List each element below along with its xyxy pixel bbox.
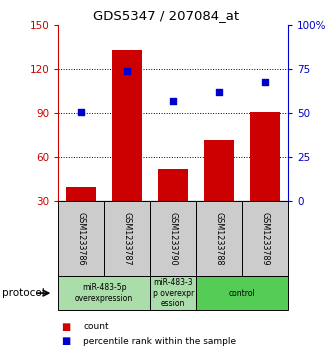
Point xyxy=(170,98,176,104)
Bar xyxy=(250,112,280,245)
Point xyxy=(79,109,84,115)
Point xyxy=(262,79,268,85)
Bar xyxy=(112,50,142,245)
Text: miR-483-5p
overexpression: miR-483-5p overexpression xyxy=(75,284,133,303)
Text: miR-483-3
p overexpr
ession: miR-483-3 p overexpr ession xyxy=(153,278,194,308)
Text: ■: ■ xyxy=(62,336,71,346)
Text: protocol: protocol xyxy=(2,288,44,298)
Text: control: control xyxy=(229,289,255,298)
Text: GSM1233789: GSM1233789 xyxy=(260,212,270,265)
Text: GSM1233788: GSM1233788 xyxy=(214,212,224,265)
Text: count: count xyxy=(83,322,109,331)
Text: ■: ■ xyxy=(62,322,71,332)
Text: percentile rank within the sample: percentile rank within the sample xyxy=(83,337,236,346)
Bar xyxy=(158,169,188,245)
Bar xyxy=(204,140,234,245)
Point xyxy=(216,89,222,95)
Bar xyxy=(66,187,96,245)
Text: GDS5347 / 207084_at: GDS5347 / 207084_at xyxy=(94,9,239,22)
Text: GSM1233787: GSM1233787 xyxy=(123,212,132,265)
Text: GSM1233786: GSM1233786 xyxy=(77,212,86,265)
Text: GSM1233790: GSM1233790 xyxy=(168,212,178,265)
Point xyxy=(125,68,130,74)
